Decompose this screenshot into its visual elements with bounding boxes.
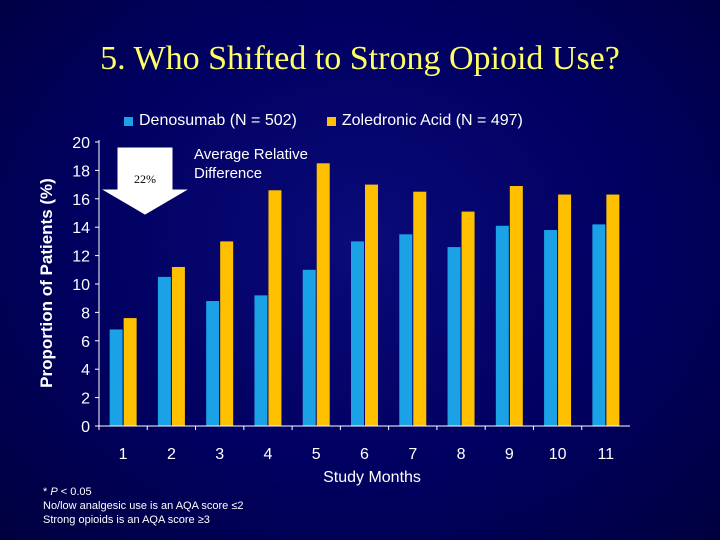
annotation-text-line1: Average Relative <box>194 146 308 163</box>
annotation-text-line2: Difference <box>194 165 262 182</box>
x-tick-label: 3 <box>215 446 224 463</box>
x-tick-label: 9 <box>505 446 514 463</box>
x-axis-ticks: 1 2 3 4 5 6 7 8 9 10 11 <box>98 426 615 463</box>
legend-item-denosumab: Denosumab (N = 502) <box>124 112 297 130</box>
bar-zoledronic-acid-month-8 <box>461 211 475 426</box>
footnote-p: P <box>50 486 58 498</box>
x-tick-label: 7 <box>408 446 417 463</box>
legend-item-zoledronic-acid: Zoledronic Acid (N = 497) <box>326 112 523 130</box>
x-axis-label: Study Months <box>323 469 421 486</box>
bar-denosumab-month-6 <box>351 241 364 426</box>
footnote-strong-opioids: Strong opioids is an AQA score ≥3 <box>43 514 210 526</box>
bar-denosumab-month-7 <box>399 234 413 426</box>
y-tick-label: 18 <box>72 163 90 180</box>
y-tick-label: 12 <box>72 249 90 266</box>
footnote-significance: * P < 0.05 <box>43 485 243 499</box>
y-tick-label: 16 <box>72 192 90 209</box>
footnotes: * P < 0.05 No/low analgesic use is an AQ… <box>43 485 243 527</box>
bar-zoledronic-acid-month-9 <box>509 186 523 426</box>
down-arrow-icon <box>102 147 188 215</box>
y-tick-label: 6 <box>81 334 90 351</box>
bar-denosumab-month-8 <box>447 247 461 426</box>
legend-label-zoledronic-acid: Zoledronic Acid (N = 497) <box>341 112 523 129</box>
bar-denosumab-month-11 <box>592 224 606 426</box>
arrow-value-label: 22% <box>134 172 156 186</box>
footnote-asterisk: * <box>43 486 51 498</box>
y-tick-label: 10 <box>72 277 90 294</box>
x-tick-label: 10 <box>549 446 567 463</box>
bar-zoledronic-acid-month-2 <box>171 266 185 426</box>
bar-zoledronic-acid-month-5 <box>316 163 330 427</box>
x-tick-label: 2 <box>167 446 176 463</box>
footnote-low-analgesic: No/low analgesic use is an AQA score ≤2 <box>43 500 244 512</box>
y-tick-label: 0 <box>81 419 90 436</box>
bar-denosumab-month-5 <box>302 269 316 426</box>
plot-area <box>109 163 620 427</box>
bar-denosumab-month-3 <box>206 301 220 426</box>
y-axis-ticks: 0 2 4 6 8 10 12 14 16 18 20 <box>72 135 99 436</box>
slide-title: 5. Who Shifted to Strong Opioid Use? <box>100 40 620 77</box>
y-tick-label: 14 <box>72 220 90 237</box>
x-tick-label: 4 <box>264 446 273 463</box>
y-tick-label: 20 <box>72 135 90 152</box>
bar-denosumab-month-1 <box>109 329 123 426</box>
bar-zoledronic-acid-month-11 <box>606 194 620 426</box>
x-tick-label: 8 <box>457 446 466 463</box>
bar-denosumab-month-9 <box>495 225 509 426</box>
legend-swatch-denosumab <box>124 116 133 126</box>
bar-zoledronic-acid-month-6 <box>365 184 378 426</box>
y-tick-label: 8 <box>81 305 90 322</box>
y-axis-label: Proportion of Patients (%) <box>37 178 56 388</box>
bar-zoledronic-acid-month-10 <box>558 194 572 426</box>
bar-denosumab-month-4 <box>254 295 268 426</box>
chart-legend: Denosumab (N = 502) Zoledronic Acid (N =… <box>124 112 523 130</box>
y-tick-label: 2 <box>81 391 90 408</box>
y-tick-label: 4 <box>81 362 90 379</box>
relative-difference-annotation: 22% Average Relative Difference <box>102 146 308 215</box>
x-tick-label: 5 <box>312 446 321 463</box>
footnote-p-threshold: < 0.05 <box>57 486 92 498</box>
legend-label-denosumab: Denosumab (N = 502) <box>139 112 297 129</box>
x-tick-label: 6 <box>360 446 369 463</box>
x-tick-label: 1 <box>119 446 128 463</box>
bar-zoledronic-acid-month-1 <box>123 318 137 426</box>
x-tick-label: 11 <box>598 446 615 463</box>
legend-swatch-zoledronic-acid <box>326 116 336 126</box>
bar-zoledronic-acid-month-7 <box>413 191 427 426</box>
bar-denosumab-month-10 <box>544 230 558 426</box>
bar-zoledronic-acid-month-4 <box>268 190 282 426</box>
bar-zoledronic-acid-month-3 <box>220 241 234 426</box>
bar-denosumab-month-2 <box>157 276 171 426</box>
